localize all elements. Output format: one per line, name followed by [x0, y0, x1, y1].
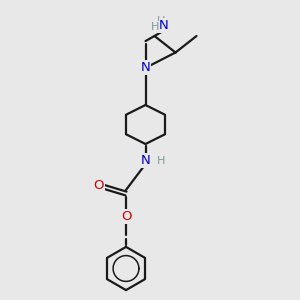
- Text: H: H: [151, 22, 159, 32]
- Text: N: N: [159, 19, 169, 32]
- Text: N: N: [141, 61, 150, 74]
- Text: H: H: [157, 155, 165, 166]
- Text: N: N: [141, 154, 150, 167]
- Text: H: H: [157, 16, 165, 26]
- Text: O: O: [94, 179, 104, 192]
- Text: O: O: [121, 210, 131, 223]
